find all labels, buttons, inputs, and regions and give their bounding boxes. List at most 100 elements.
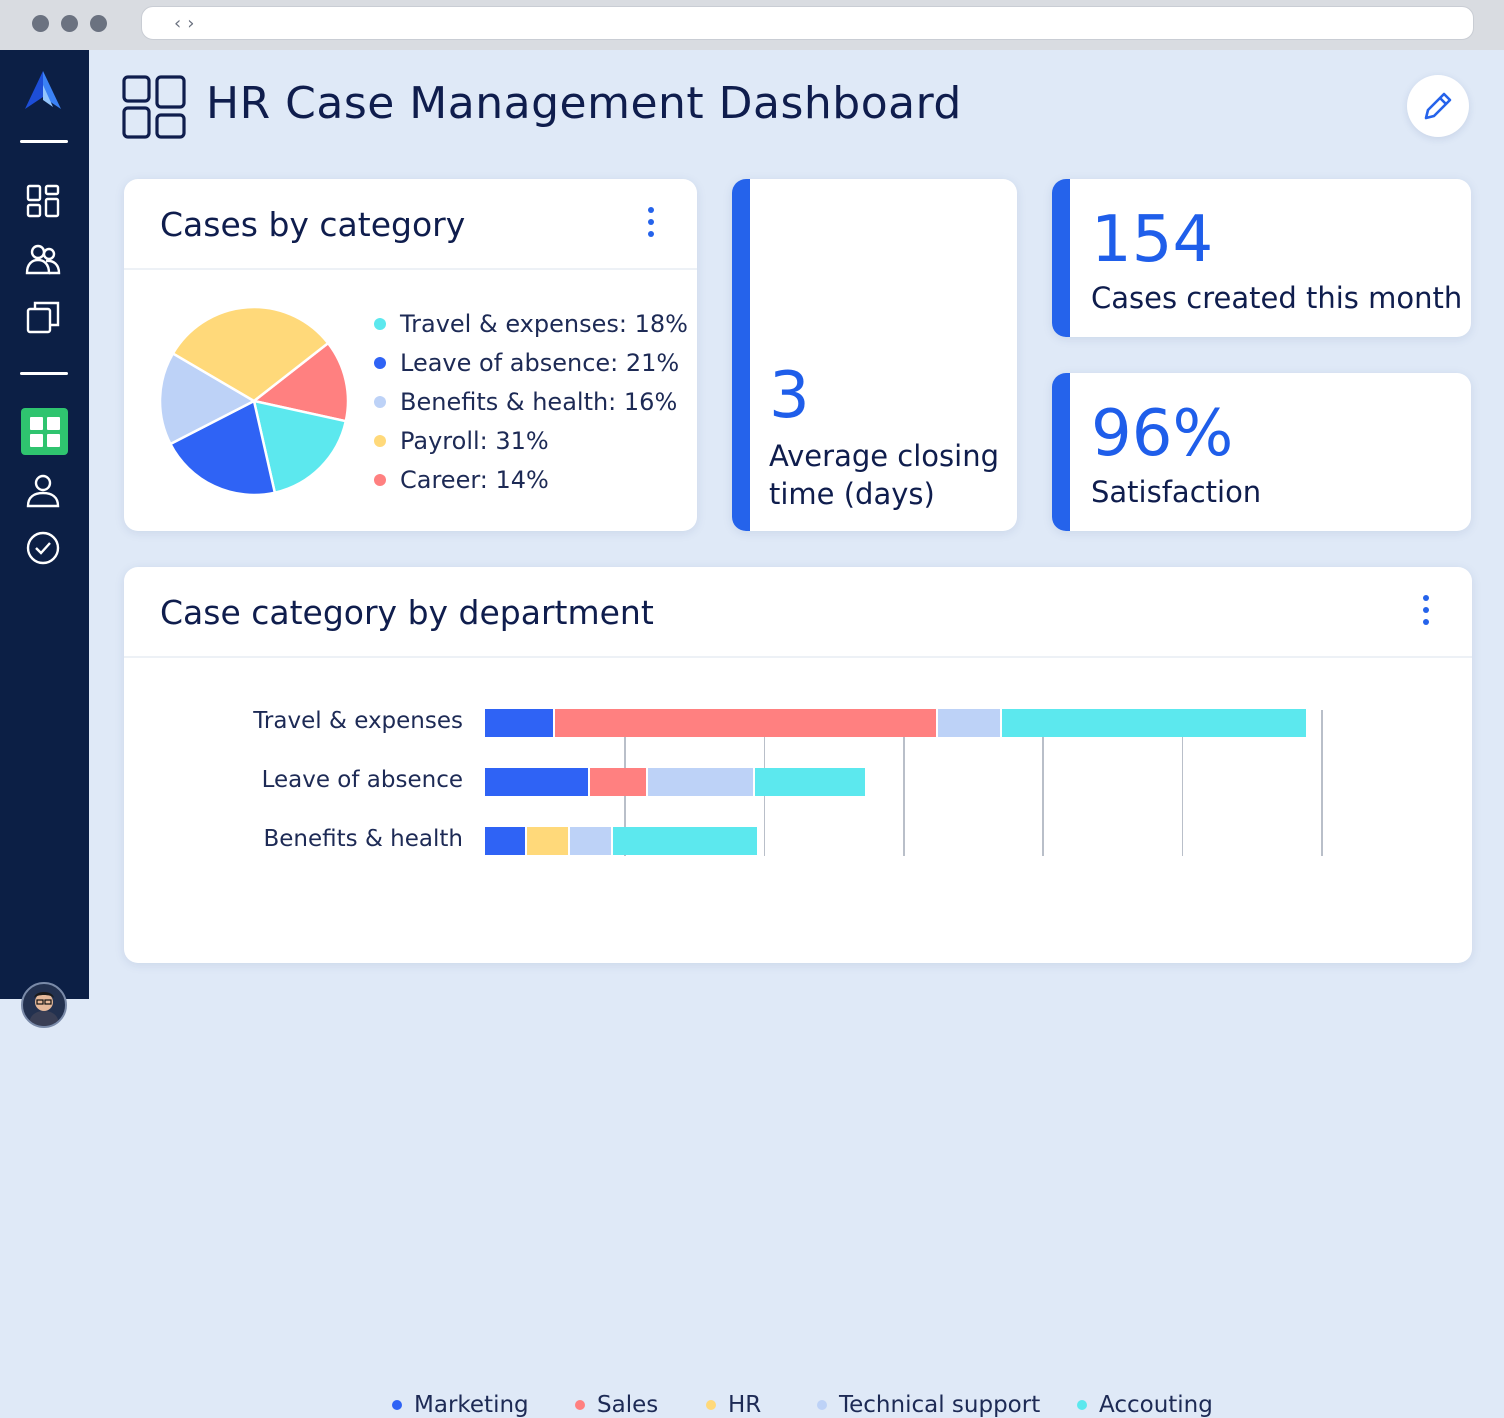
gridline — [1181, 710, 1184, 856]
legend-dot-icon — [817, 1400, 827, 1410]
widgets-icon[interactable] — [21, 408, 68, 455]
legend-item: Leave of absence: 21% — [374, 349, 679, 377]
legend-dot-icon — [374, 474, 386, 486]
cases-by-category-card: Cases by category Travel & expenses: 18%… — [124, 179, 697, 531]
logo-icon[interactable] — [20, 68, 65, 113]
kpi-label-line: time (days) — [769, 477, 935, 511]
kpi-value: 3 — [769, 359, 810, 433]
back-forward-icon[interactable]: ‹› — [174, 13, 201, 34]
legend-label: Benefits & health: 16% — [400, 388, 678, 416]
sidebar-divider — [20, 372, 68, 375]
bar-segment — [1001, 709, 1307, 737]
kpi-label-line: Average closing — [769, 439, 1000, 473]
legend-dot-icon — [575, 1400, 585, 1410]
sidebar-divider — [20, 140, 68, 143]
legend-dot-icon — [374, 396, 386, 408]
legend-label: Leave of absence: 21% — [400, 349, 680, 377]
category-tick-label: Travel & expenses — [253, 708, 463, 734]
pie-slice — [252, 399, 348, 495]
legend-item: Technical support — [817, 1392, 1040, 1418]
legend-item: HR — [706, 1392, 761, 1418]
legend-dot-icon — [706, 1400, 716, 1410]
folders-icon[interactable] — [20, 294, 65, 339]
card-title: Cases by category — [160, 205, 466, 244]
bar-segment — [485, 709, 553, 737]
category-pie-chart — [158, 305, 350, 497]
legend-label: Accouting — [1099, 1392, 1213, 1418]
department-chart-card: Case category by department Travel & exp… — [124, 567, 1472, 1418]
more-options-icon[interactable] — [646, 207, 656, 237]
pencil-icon — [1424, 92, 1452, 120]
person-icon[interactable] — [20, 467, 65, 512]
bar-segment — [613, 827, 758, 855]
legend-item: Benefits & health: 16% — [374, 388, 677, 416]
legend-item: Sales — [575, 1392, 658, 1418]
gridline — [1042, 710, 1044, 856]
legend-item: Payroll: 31% — [374, 427, 549, 455]
legend-item: Travel & expenses: 18% — [374, 310, 688, 338]
maximize-window-dot[interactable] — [90, 15, 107, 32]
kpi-value: 96% — [1091, 397, 1234, 471]
avatar[interactable] — [21, 982, 67, 1028]
bar-segment — [485, 827, 525, 855]
bar-segment — [569, 827, 612, 855]
bar-segment — [937, 709, 1000, 737]
legend-item: Career: 14% — [374, 466, 549, 494]
page-title: HR Case Management Dashboard — [206, 78, 962, 129]
category-tick-label: Benefits & health — [263, 826, 463, 852]
accent-bar — [1052, 373, 1070, 531]
accent-bar — [732, 179, 750, 531]
kpi-value: 154 — [1091, 203, 1214, 277]
pie-slice — [251, 341, 350, 423]
cases-created-card: 154 Cases created this month — [1052, 179, 1471, 337]
sidebar — [0, 50, 89, 1028]
pie-slice — [158, 351, 257, 446]
check-circle-icon[interactable] — [20, 525, 65, 570]
window-controls — [32, 15, 107, 32]
minimize-window-dot[interactable] — [61, 15, 78, 32]
bar-segment — [755, 768, 865, 796]
more-options-icon[interactable] — [1421, 595, 1431, 625]
bar-segment — [554, 709, 936, 737]
bar-segment — [648, 768, 754, 796]
gridline — [1321, 710, 1323, 856]
satisfaction-card: 96% Satisfaction — [1052, 373, 1471, 531]
card-divider — [124, 268, 697, 270]
main-content: HR Case Management Dashboard Cases by ca… — [89, 50, 1504, 1418]
category-tick-label: Leave of absence — [261, 767, 463, 793]
close-window-dot[interactable] — [32, 15, 49, 32]
bar-segment — [526, 827, 568, 855]
legend-label: Sales — [597, 1392, 659, 1418]
legend-label: HR — [728, 1392, 762, 1418]
legend-dot-icon — [374, 357, 386, 369]
avg-closing-time-card: 3 Average closing time (days) — [732, 179, 1017, 531]
kpi-label: Average closing time (days) — [769, 437, 999, 513]
users-icon[interactable] — [20, 236, 65, 281]
accent-bar — [1052, 179, 1070, 337]
kpi-label: Satisfaction — [1091, 475, 1262, 509]
address-bar[interactable]: ‹› — [141, 6, 1474, 40]
pie-slice — [171, 305, 330, 403]
browser-chrome: ‹› — [0, 0, 1504, 50]
edit-button[interactable] — [1407, 75, 1469, 137]
card-divider — [124, 656, 1472, 658]
legend-dot-icon — [392, 1400, 402, 1410]
dashboard-layout-icon — [122, 75, 186, 143]
legend-label: Career: 14% — [400, 466, 549, 494]
legend-item: Marketing — [392, 1392, 529, 1418]
legend-dot-icon — [374, 435, 386, 447]
card-title: Case category by department — [160, 593, 654, 632]
legend-label: Marketing — [414, 1392, 529, 1418]
legend-dot-icon — [1077, 1400, 1087, 1410]
bar-segment — [589, 768, 647, 796]
dashboard-grid-icon[interactable] — [20, 178, 65, 223]
pie-slice — [168, 399, 277, 497]
legend-dot-icon — [374, 318, 386, 330]
legend-item: Accouting — [1077, 1392, 1213, 1418]
legend-label: Technical support — [839, 1392, 1041, 1418]
bar-segment — [485, 768, 588, 796]
kpi-label: Cases created this month — [1091, 281, 1463, 315]
legend-label: Payroll: 31% — [400, 427, 549, 455]
legend-label: Travel & expenses: 18% — [400, 310, 688, 338]
gridline — [903, 710, 905, 856]
